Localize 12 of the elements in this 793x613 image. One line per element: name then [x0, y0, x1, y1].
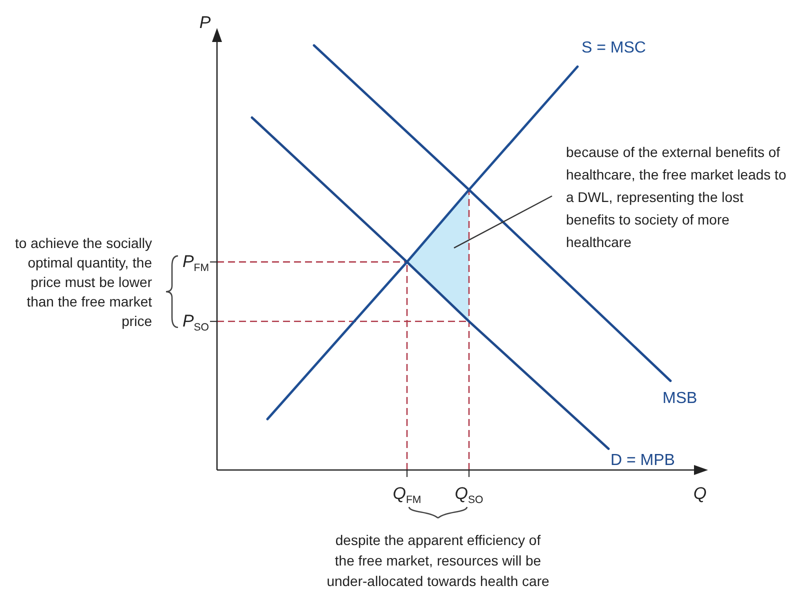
series-label: D = MPB — [610, 452, 675, 469]
x-tick-label: Q$_{SO}$ — [454, 484, 484, 506]
series-label: MSB — [662, 390, 698, 407]
y-axis-title: P — [199, 13, 212, 32]
x-axis-title: Q — [693, 484, 707, 503]
annotation: because of the external benefits of healthcare, the free market leads to a DWL, representing the lost benefits to society of more healthcare — [566, 144, 786, 250]
series-label: S = MSC — [582, 40, 646, 57]
ref-line-label: P$_{FM}$ — [182, 252, 209, 274]
text: despite the apparent efficiency of the free market, resources will be under-allocated towards health care — [326, 532, 550, 589]
text: to achieve the socially optimal quantity, the price must be lower than the free market price — [15, 235, 152, 329]
ref-line-label: P$_{SO}$ — [182, 311, 209, 334]
x-tick-label: Q$_{FM}$ — [392, 484, 422, 506]
